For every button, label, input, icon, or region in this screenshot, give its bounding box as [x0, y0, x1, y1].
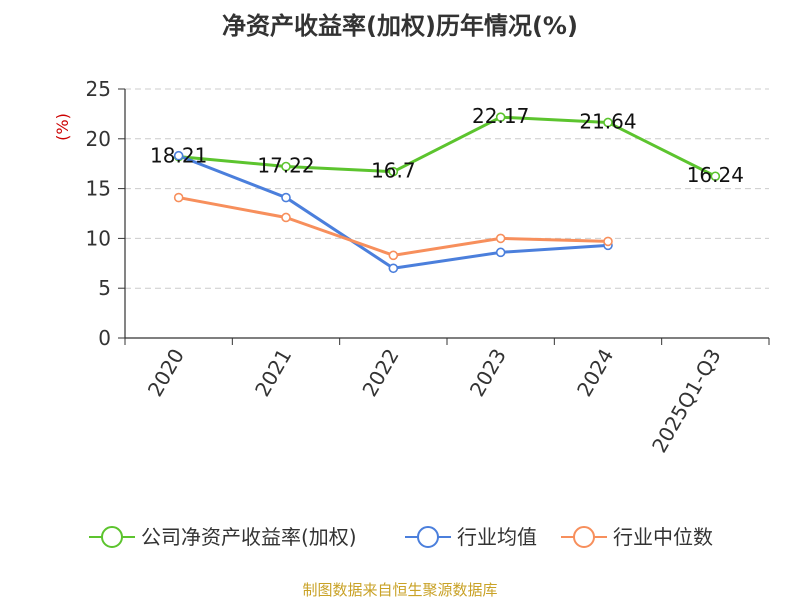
data-label: 18.21 — [150, 144, 207, 168]
data-label: 16.24 — [687, 163, 744, 187]
data-point — [388, 166, 399, 177]
y-tick-label: 15 — [86, 177, 111, 201]
data-point — [388, 250, 399, 261]
y-axis-label: (%) — [53, 113, 72, 141]
grid — [125, 88, 769, 289]
source-note: 制图数据来自恒生聚源数据库 — [302, 581, 497, 599]
x-tick-label: 2025Q1-Q3 — [647, 345, 726, 457]
legend-marker — [573, 526, 595, 548]
y-tick-label: 5 — [98, 276, 111, 300]
legend-marker — [417, 526, 439, 548]
series-line-2 — [178, 196, 609, 257]
legend-label: 公司净资产收益率(加权) — [141, 525, 357, 549]
data-point — [281, 161, 291, 172]
data-point — [281, 192, 291, 203]
legend-label: 行业均值 — [457, 525, 537, 549]
y-tick-label: 20 — [86, 127, 111, 151]
data-point — [495, 247, 506, 258]
y-tick-label: 0 — [98, 326, 111, 350]
legend-label: 行业中位数 — [613, 525, 713, 549]
data-label: 17.22 — [257, 153, 314, 177]
data-label: 22.17 — [472, 104, 529, 128]
data-point — [281, 212, 291, 223]
y-tick-label: 25 — [86, 77, 111, 101]
y-tick-label: 10 — [86, 226, 111, 250]
data-point — [388, 263, 399, 274]
x-tick-label: 2023 — [465, 344, 511, 400]
axes: 0 5 10 15 20 25 2020 2021 2022 2023 2024 2025Q1-Q3 — [86, 77, 770, 457]
legend-item: 公司净资产收益率(加权) — [89, 525, 357, 549]
x-tick-label: 2024 — [572, 345, 618, 401]
data-point — [603, 117, 613, 128]
x-tick-label: 2021 — [250, 345, 296, 401]
data-label: 21.64 — [579, 109, 636, 133]
x-tick-label: 2020 — [143, 345, 189, 401]
series-line-0 — [178, 115, 717, 178]
x-tick-label: 2022 — [357, 345, 403, 401]
data-point — [603, 236, 613, 247]
data-point — [173, 192, 184, 203]
legend: 公司净资产收益率(加权) 行业均值 行业中位数 — [89, 525, 713, 549]
legend-item: 行业均值 — [405, 525, 537, 549]
data-label: 16.7 — [371, 159, 416, 183]
data-point — [495, 112, 506, 122]
chart-title: 净资产收益率(加权)历年情况(%) — [222, 12, 578, 40]
legend-marker — [101, 526, 123, 548]
data-point — [495, 233, 506, 244]
series: 18.21 17.22 16.7 22.17 21.64 16.24 — [150, 104, 744, 274]
data-point — [173, 150, 184, 161]
legend-item: 行业中位数 — [561, 525, 713, 549]
data-point — [710, 171, 721, 182]
